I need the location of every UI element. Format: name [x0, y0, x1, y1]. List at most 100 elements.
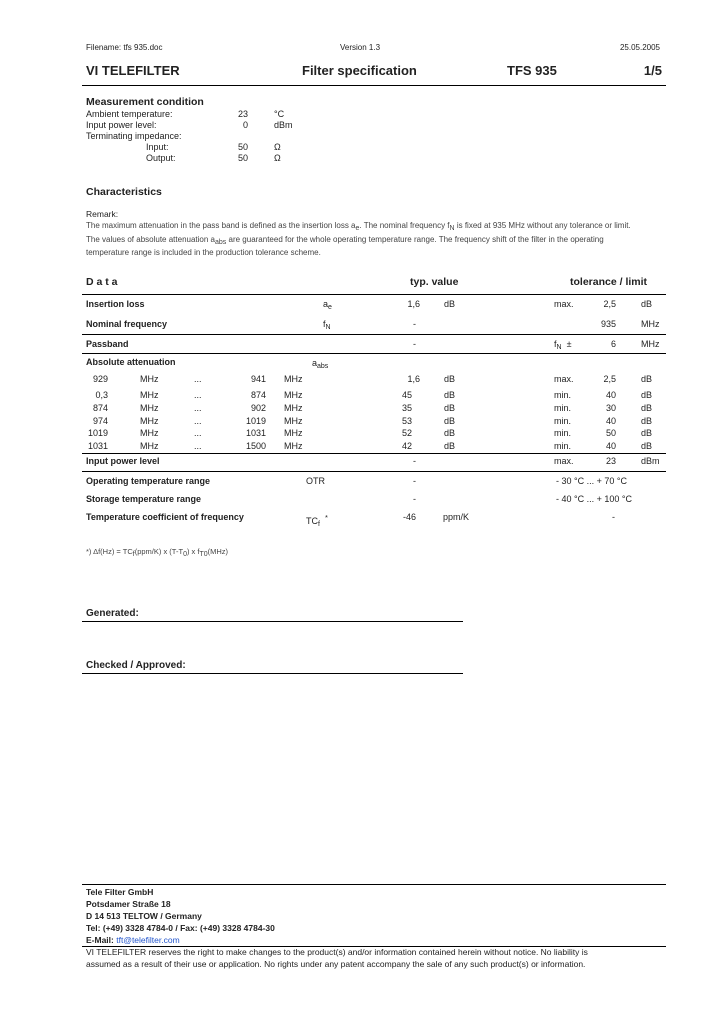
generated-signature-line [82, 621, 463, 622]
version: Version 1.3 [340, 43, 381, 52]
disclaimer-line-2: assumed as a result of their use or appl… [86, 959, 586, 969]
nominal-frequency-typ: - [413, 319, 416, 329]
attenuation-label: Absolute attenuation [86, 357, 176, 367]
passband-tol: 6 [610, 339, 616, 349]
meas-unit: dBm [274, 120, 293, 130]
att-tol-unit: dB [641, 416, 653, 426]
tcf-typ: -46 [402, 512, 416, 522]
att-tol: 40 [605, 416, 616, 426]
nominal-frequency-tol: 935 [600, 319, 616, 329]
meas-value: 50 [237, 153, 248, 163]
att-to: 941 [250, 374, 266, 384]
tcf-symbol: TCf * [306, 513, 328, 528]
att-to-unit: MHz [284, 428, 303, 438]
att-from: 929 [92, 374, 108, 384]
footnote: *) Δf(Hz) = TCf(ppm/K) x (T-T0) x fT0(MH… [86, 547, 229, 558]
generated-label: Generated: [86, 608, 139, 619]
checked-label: Checked / Approved: [86, 660, 186, 671]
att-typ: 42 [401, 441, 412, 451]
input-power-unit: dBm [641, 456, 660, 466]
meas-value: 23 [237, 109, 248, 119]
characteristics-title: Characteristics [86, 186, 162, 198]
att-to-unit: MHz [284, 374, 303, 384]
otr-typ: - [413, 476, 416, 486]
att-from-unit: MHz [140, 403, 159, 413]
att-tol: 2,5 [603, 374, 616, 384]
footer-email: E-Mail: tft@telefilter.com [86, 935, 180, 945]
att-tol-unit: dB [641, 403, 653, 413]
nominal-frequency-symbol: fN [323, 319, 331, 331]
att-to-unit: MHz [284, 416, 303, 426]
att-to: 902 [250, 403, 266, 413]
att-from-unit: MHz [140, 428, 159, 438]
input-power-kind: max. [554, 456, 574, 466]
att-to: 1031 [245, 428, 266, 438]
att-from: 1031 [87, 441, 108, 451]
att-kind: min. [554, 403, 572, 413]
meas-label: Terminating impedance: [86, 131, 182, 141]
att-tol: 50 [605, 428, 616, 438]
att-dots: ... [194, 374, 202, 384]
tcf-unit: ppm/K [443, 512, 470, 522]
tcf-label: Temperature coefficient of frequency [86, 512, 244, 522]
col-typ-value: typ. value [410, 276, 459, 288]
row-divider [82, 353, 666, 354]
att-to: 874 [250, 390, 266, 400]
insertion-loss-tol: 2,5 [603, 299, 616, 309]
header-divider [82, 85, 666, 86]
att-dots: ... [194, 428, 202, 438]
att-dots: ... [194, 416, 202, 426]
att-dots: ... [194, 390, 202, 400]
passband-unit: MHz [641, 339, 660, 349]
email-link[interactable]: tft@telefilter.com [116, 935, 180, 945]
att-to: 1500 [245, 441, 266, 451]
page-number: 1/5 [643, 63, 662, 78]
remark-label: Remark: [86, 209, 119, 219]
att-kind: max. [554, 374, 574, 384]
footer-phone: Tel: (+49) 3328 4784-0 / Fax: (+49) 3328… [86, 923, 275, 933]
att-typ: 52 [401, 428, 412, 438]
input-power-tol: 23 [605, 456, 616, 466]
nominal-frequency-unit: MHz [641, 319, 660, 329]
att-typ-unit: dB [444, 374, 456, 384]
col-tolerance: tolerance / limit [570, 276, 648, 288]
filename: Filename: tfs 935.doc [86, 43, 163, 52]
meas-label: Output: [146, 153, 176, 163]
nominal-frequency-label: Nominal frequency [86, 319, 168, 329]
att-from-unit: MHz [140, 416, 159, 426]
storage-typ: - [413, 494, 416, 504]
att-typ-unit: dB [444, 441, 456, 451]
att-dots: ... [194, 441, 202, 451]
meas-value: 0 [242, 120, 248, 130]
att-tol-unit: dB [641, 428, 653, 438]
att-typ-unit: dB [444, 428, 456, 438]
input-power-typ: - [413, 456, 416, 466]
passband-kind: fN ± [554, 339, 572, 351]
att-typ: 1,6 [407, 374, 420, 384]
meas-value: 50 [237, 142, 248, 152]
storage-label: Storage temperature range [86, 494, 202, 504]
input-power-label: Input power level [86, 456, 160, 466]
disclaimer-line-1: VI TELEFILTER reserves the right to make… [86, 947, 588, 957]
att-to: 1019 [245, 416, 266, 426]
att-dots: ... [194, 403, 202, 413]
meas-label: Input: [146, 142, 169, 152]
att-from: 1019 [87, 428, 108, 438]
att-tol: 40 [605, 390, 616, 400]
att-kind: min. [554, 428, 572, 438]
doc-date: 25.05.2005 [619, 43, 660, 52]
insertion-loss-tol-unit: dB [641, 299, 653, 309]
checked-signature-line [82, 673, 463, 674]
att-from-unit: MHz [140, 374, 159, 384]
att-from-unit: MHz [140, 441, 159, 451]
footer-divider [82, 884, 666, 885]
remark-text: The maximum attenuation in the pass band… [86, 221, 631, 257]
footer-company: Tele Filter GmbH [86, 887, 154, 897]
att-kind: min. [554, 416, 572, 426]
meas-unit: °C [274, 109, 285, 119]
insertion-loss-typ-unit: dB [444, 299, 456, 309]
tcf-tol: - [612, 512, 615, 522]
att-typ: 45 [401, 390, 412, 400]
att-from: 974 [92, 416, 108, 426]
otr-label: Operating temperature range [86, 476, 211, 486]
